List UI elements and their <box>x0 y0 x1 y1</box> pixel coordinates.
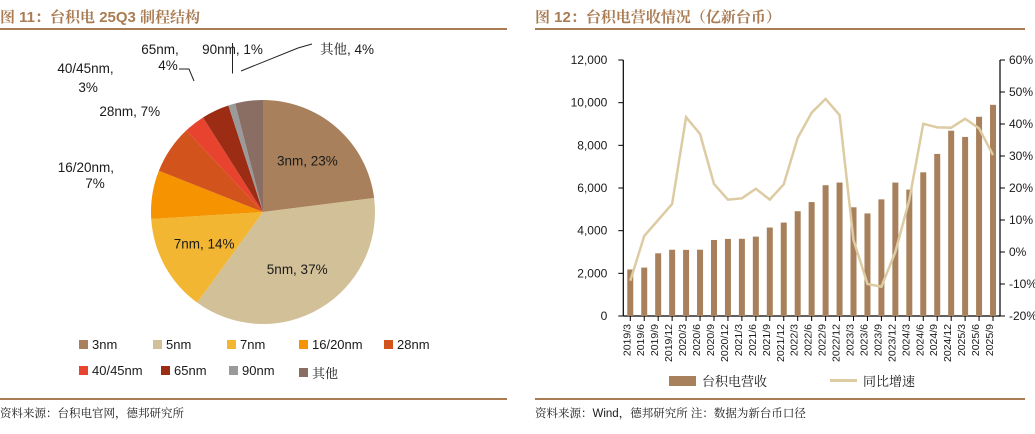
svg-text:50%: 50% <box>1009 85 1033 99</box>
svg-text:28nm, 7%: 28nm, 7% <box>99 104 160 119</box>
svg-text:2023/9: 2023/9 <box>872 324 884 356</box>
svg-text:-20%: -20% <box>1009 309 1035 323</box>
svg-text:2025/6: 2025/6 <box>970 324 982 356</box>
svg-text:2024/9: 2024/9 <box>928 324 940 356</box>
svg-text:60%: 60% <box>1009 53 1033 67</box>
svg-text:0: 0 <box>601 309 608 323</box>
svg-text:2025/3: 2025/3 <box>956 324 968 356</box>
svg-text:2022/9: 2022/9 <box>817 324 829 356</box>
svg-text:6,000: 6,000 <box>577 181 607 195</box>
svg-text:2021/9: 2021/9 <box>761 324 773 356</box>
svg-text:2021/12: 2021/12 <box>775 324 787 362</box>
svg-text:7%: 7% <box>85 176 105 191</box>
svg-text:2,000: 2,000 <box>577 266 607 280</box>
svg-text:2024/12: 2024/12 <box>942 324 954 362</box>
svg-text:5nm, 37%: 5nm, 37% <box>267 262 328 277</box>
svg-text:2023/12: 2023/12 <box>886 324 898 362</box>
svg-text:20%: 20% <box>1009 181 1033 195</box>
svg-text:2022/12: 2022/12 <box>831 324 843 362</box>
svg-text:2019/6: 2019/6 <box>635 324 647 356</box>
svg-text:其他, 4%: 其他, 4% <box>320 42 374 57</box>
svg-text:10%: 10% <box>1009 213 1033 227</box>
svg-text:0%: 0% <box>1009 245 1027 259</box>
svg-text:2023/3: 2023/3 <box>845 324 857 356</box>
svg-text:65nm,: 65nm, <box>141 42 179 57</box>
svg-text:2020/6: 2020/6 <box>691 324 703 356</box>
svg-text:2020/3: 2020/3 <box>677 324 689 356</box>
svg-text:90nm, 1%: 90nm, 1% <box>202 42 263 57</box>
svg-text:2022/3: 2022/3 <box>789 324 801 356</box>
svg-text:2019/3: 2019/3 <box>621 324 633 356</box>
svg-text:2024/6: 2024/6 <box>914 324 926 356</box>
svg-text:10,000: 10,000 <box>571 96 608 110</box>
svg-text:7nm, 14%: 7nm, 14% <box>174 236 235 251</box>
svg-text:30%: 30% <box>1009 149 1033 163</box>
svg-text:2025/9: 2025/9 <box>984 324 996 356</box>
svg-text:2020/9: 2020/9 <box>705 324 717 356</box>
svg-text:-10%: -10% <box>1009 277 1035 291</box>
svg-text:3nm, 23%: 3nm, 23% <box>277 154 338 169</box>
svg-text:2019/9: 2019/9 <box>649 324 661 356</box>
svg-text:2020/12: 2020/12 <box>719 324 731 362</box>
svg-text:4%: 4% <box>158 58 178 73</box>
svg-text:40/45nm,: 40/45nm, <box>57 61 113 76</box>
svg-text:4,000: 4,000 <box>577 224 607 238</box>
svg-text:40%: 40% <box>1009 117 1033 131</box>
svg-text:3%: 3% <box>78 80 98 95</box>
svg-text:12,000: 12,000 <box>571 53 608 67</box>
svg-text:2021/6: 2021/6 <box>747 324 759 356</box>
svg-text:2022/6: 2022/6 <box>803 324 815 356</box>
svg-text:8,000: 8,000 <box>577 138 607 152</box>
svg-text:2024/3: 2024/3 <box>900 324 912 356</box>
svg-text:16/20nm,: 16/20nm, <box>58 160 114 175</box>
svg-text:2023/6: 2023/6 <box>858 324 870 356</box>
svg-text:2019/12: 2019/12 <box>663 324 675 362</box>
svg-text:2021/3: 2021/3 <box>733 324 745 356</box>
